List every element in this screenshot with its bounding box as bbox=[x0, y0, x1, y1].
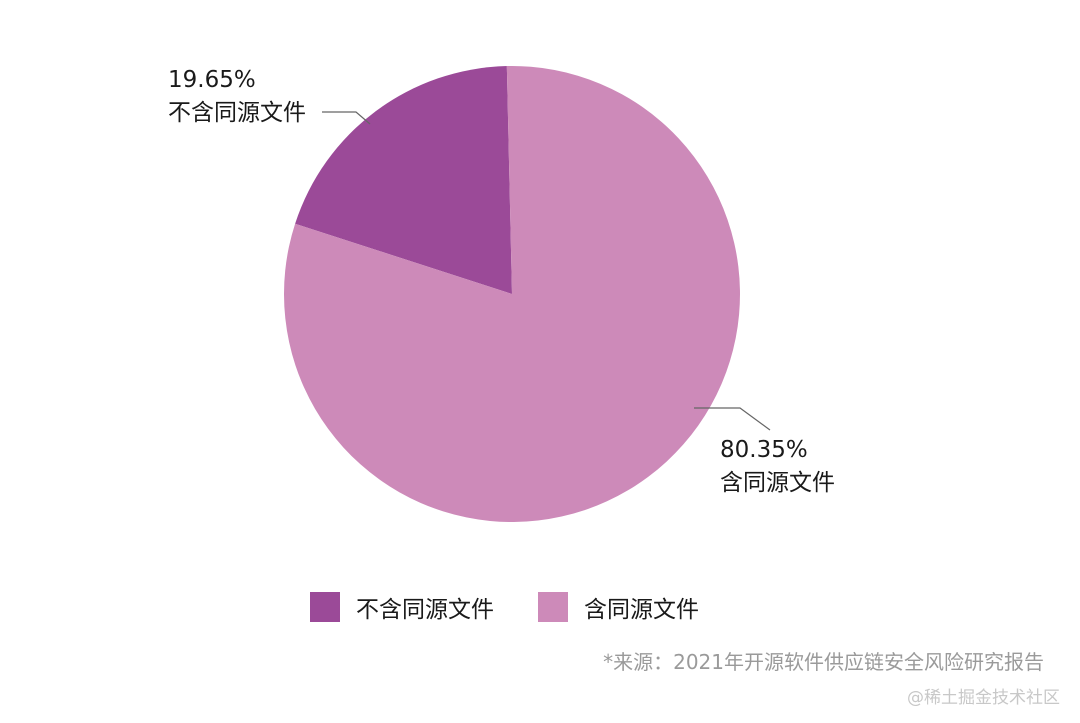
source-note: *来源：2021年开源软件供应链安全风险研究报告 bbox=[603, 650, 1044, 674]
legend-item-no-homologous: 不含同源文件 bbox=[310, 590, 494, 624]
legend-label: 不含同源文件 bbox=[356, 597, 494, 623]
legend-label: 含同源文件 bbox=[584, 597, 699, 623]
leader-lines bbox=[322, 111, 771, 431]
slice-name-label-homologous: 含同源文件 bbox=[720, 470, 835, 496]
legend-item-homologous: 含同源文件 bbox=[538, 590, 699, 624]
legend-swatch-homologous bbox=[538, 592, 568, 622]
leader-line-homologous bbox=[694, 407, 771, 431]
leader-line-no-homologous bbox=[322, 111, 371, 125]
watermark: @稀土掘金技术社区 bbox=[907, 688, 1060, 708]
pie-slice-homologous bbox=[284, 66, 740, 523]
slice-labels: 19.65% 不含同源文件 80.35% 含同源文件 bbox=[168, 67, 835, 496]
slice-value-label-homologous: 80.35% bbox=[720, 437, 808, 463]
slice-name-label-no-homologous: 不含同源文件 bbox=[168, 100, 306, 126]
pie-slices bbox=[284, 66, 740, 523]
legend: 不含同源文件 含同源文件 bbox=[310, 590, 743, 624]
legend-swatch-no-homologous bbox=[310, 592, 340, 622]
pie-slice-no-homologous bbox=[295, 66, 512, 294]
slice-value-label-no-homologous: 19.65% bbox=[168, 67, 256, 93]
